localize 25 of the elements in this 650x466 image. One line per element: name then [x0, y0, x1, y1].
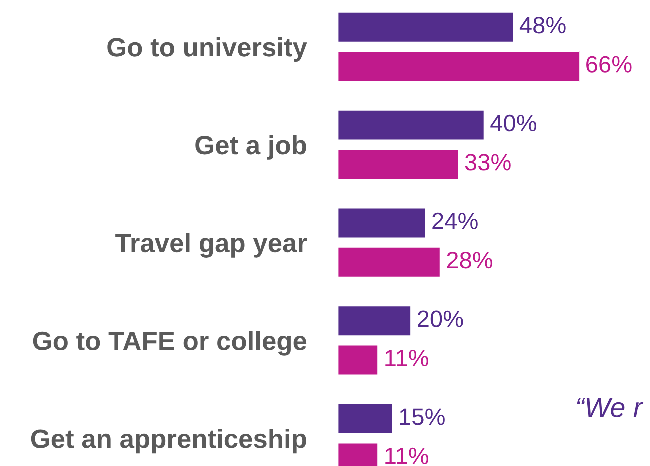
bar — [338, 50, 580, 82]
data-label: 28% — [447, 252, 493, 269]
data-label: 11% — [386, 448, 429, 464]
bar — [338, 344, 379, 376]
data-label: 48% — [520, 17, 566, 34]
data-label: 15% — [400, 408, 445, 426]
bar — [338, 403, 394, 435]
bar — [338, 148, 460, 180]
data-label: 40% — [490, 114, 537, 132]
bar — [338, 109, 486, 142]
bar — [338, 12, 515, 44]
annotation: “We r — [577, 398, 644, 418]
bar — [338, 246, 442, 278]
bar — [338, 305, 412, 337]
data-label: 66% — [586, 56, 632, 73]
y-tick-label: Get a job — [196, 135, 306, 160]
data-label: 24% — [432, 212, 478, 230]
data-label: 20% — [418, 310, 464, 328]
y-tick-label: Get an apprenticeship — [31, 429, 306, 454]
data-label: 33% — [465, 154, 511, 171]
y-tick-label: Travel gap year — [116, 233, 308, 258]
bar — [338, 207, 427, 240]
data-label: 11% — [386, 350, 429, 367]
y-tick-label: Go to university — [108, 37, 308, 62]
y-tick-label: Go to TAFE or college — [33, 331, 307, 356]
